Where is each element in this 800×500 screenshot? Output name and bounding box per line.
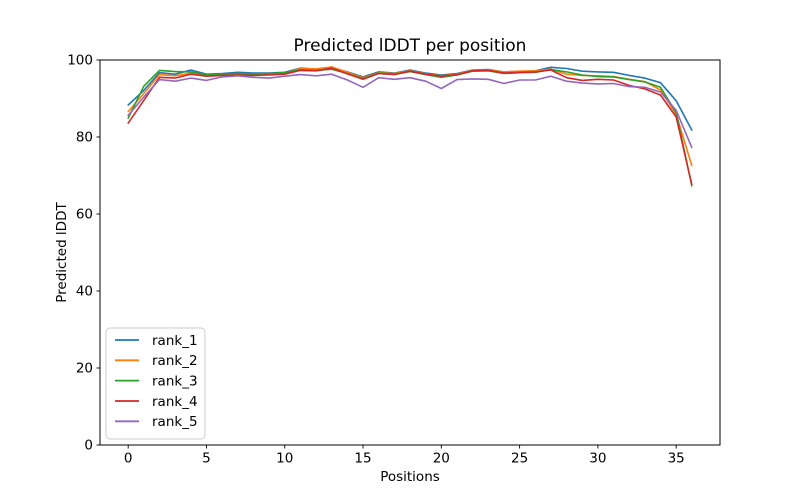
x-tick-label: 20 <box>433 451 450 467</box>
legend-item-rank_5: rank_5 <box>115 414 198 430</box>
legend-label-rank_2: rank_2 <box>152 353 198 369</box>
legend-label-rank_3: rank_3 <box>152 373 198 389</box>
x-tick-label: 35 <box>668 451 685 467</box>
x-tick-label: 5 <box>202 451 211 467</box>
legend-item-rank_2: rank_2 <box>115 353 198 369</box>
y-axis-label: Predicted lDDT <box>54 202 70 303</box>
x-tick-label: 10 <box>276 451 293 467</box>
legend-item-rank_3: rank_3 <box>115 373 198 389</box>
y-tick-label: 60 <box>76 207 93 223</box>
y-tick-label: 80 <box>76 130 93 146</box>
y-tick-label: 100 <box>67 53 93 69</box>
y-axis-ticks: 0 20 40 60 80 100 <box>67 53 100 454</box>
spines-group <box>99 59 721 446</box>
series-line-rank_5 <box>127 73 693 149</box>
chart-title: Predicted lDDT per position <box>294 36 527 56</box>
series-line-rank_4 <box>127 67 693 186</box>
legend-item-rank_4: rank_4 <box>115 394 198 410</box>
y-tick-label: 20 <box>76 361 93 377</box>
series-line-rank_3 <box>127 68 693 187</box>
x-axis-ticks: 0 5 10 15 20 25 30 35 <box>124 445 685 467</box>
legend-label-rank_5: rank_5 <box>152 414 198 430</box>
legend-label-rank_1: rank_1 <box>152 333 198 349</box>
series-group <box>127 66 693 187</box>
legend: rank_1 rank_2 rank_3 rank_4 rank_5 <box>105 327 206 440</box>
y-tick-label: 40 <box>76 284 93 300</box>
legend-label-rank_4: rank_4 <box>152 394 198 410</box>
x-axis-label: Positions <box>380 469 440 485</box>
legend-box <box>105 327 206 440</box>
legend-item-rank_1: rank_1 <box>115 333 198 349</box>
x-tick-label: 25 <box>511 451 528 467</box>
plot-border <box>99 59 721 446</box>
x-tick-label: 15 <box>354 451 371 467</box>
y-tick-label: 0 <box>84 438 93 454</box>
x-tick-label: 30 <box>589 451 606 467</box>
series-line-rank_2 <box>127 66 693 167</box>
x-tick-label: 0 <box>124 451 133 467</box>
